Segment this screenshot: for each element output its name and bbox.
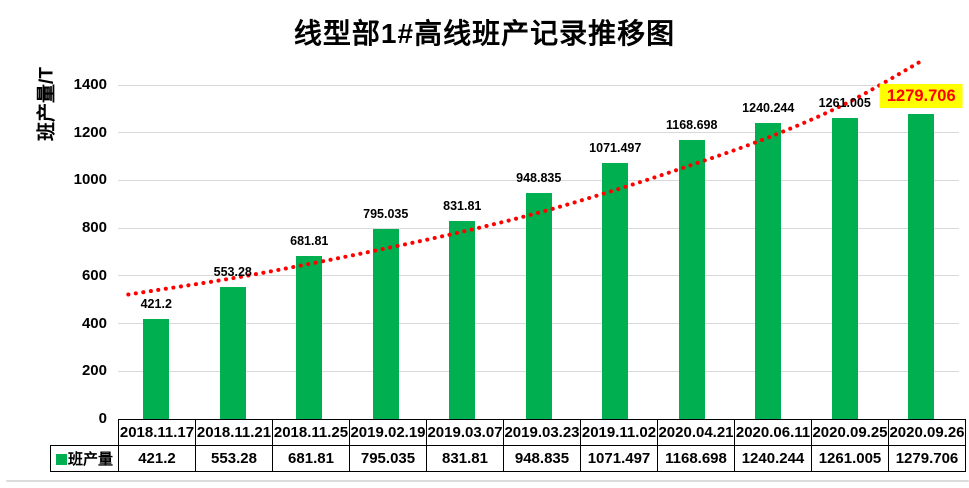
bar [143,318,170,419]
data-label: 948.835 [516,170,562,185]
bar [449,220,476,419]
category-cell: 2020.09.26 [888,419,966,446]
category-cell: 2019.11.02 [580,419,658,446]
bar [602,163,629,419]
data-label: 553.28 [213,265,252,279]
category-cell: 2019.02.19 [349,419,427,446]
data-table: 2018.11.17 2018.11.21 2018.11.25 2019.02.19… [50,419,966,472]
y-tick-label: 600 [81,266,107,284]
data-label: 421.2 [140,296,172,311]
category-row: 2018.11.17 2018.11.21 2018.11.25 2019.02.19… [51,419,966,446]
value-cell: 553.28 [195,445,273,472]
legend-cell: 班产量 [50,445,119,472]
bar [296,256,323,419]
data-label-highlighted: 1279.706 [879,83,963,108]
value-row: 班产量 421.2 553.28 681.81 795.035 831.81 948.83… [50,445,966,472]
data-label: 1261.005 [818,96,871,111]
bar [908,113,935,419]
category-cell: 2018.11.25 [272,419,350,446]
bar [219,287,246,419]
gridline [118,84,959,86]
bar [372,229,399,419]
bar [831,118,858,419]
value-cell: 831.81 [426,445,504,472]
data-label: 1071.497 [589,141,642,156]
category-cell: 2019.03.07 [426,419,504,446]
value-cell: 1279.706 [888,445,966,472]
value-cell: 1071.497 [580,445,658,472]
category-cell: 2020.06.11 [734,419,812,446]
y-tick-label: 1400 [73,76,107,93]
series-swatch-icon [55,454,67,465]
category-cell: 2018.11.21 [195,419,273,446]
y-tick-label: 1000 [73,171,107,189]
table-corner-blank [51,420,119,446]
category-cell: 2018.11.17 [118,419,196,446]
y-tick-label: 200 [81,362,107,380]
y-tick-label: 1200 [73,123,107,141]
chart-title: 线型部1#高线班产记录推移图 [293,18,676,49]
data-label: 831.81 [443,198,482,213]
y-tick-label: 800 [81,219,107,237]
value-cell: 681.81 [272,445,350,472]
bar [755,123,782,419]
y-tick-label: 400 [81,314,107,332]
bar [678,140,705,419]
value-cell: 421.2 [118,445,196,472]
category-cell: 2020.09.25 [811,419,889,446]
y-tick-label: 0 [98,410,107,427]
y-axis-title: 班产量/T [36,67,58,141]
value-cell: 1168.698 [657,445,735,472]
data-label: 1168.698 [666,118,718,133]
legend-label: 班产量 [67,451,113,468]
value-cell: 1240.244 [734,445,812,472]
data-label: 1240.244 [742,101,795,116]
value-cell: 1261.005 [811,445,889,472]
data-label: 795.035 [363,207,409,222]
data-label: 681.81 [290,234,329,249]
value-cell: 795.035 [349,445,427,472]
category-cell: 2019.03.23 [503,419,581,446]
category-cell: 2020.04.21 [657,419,735,446]
bottom-edge-line [6,480,969,482]
bar [525,192,552,419]
value-cell: 948.835 [503,445,581,472]
